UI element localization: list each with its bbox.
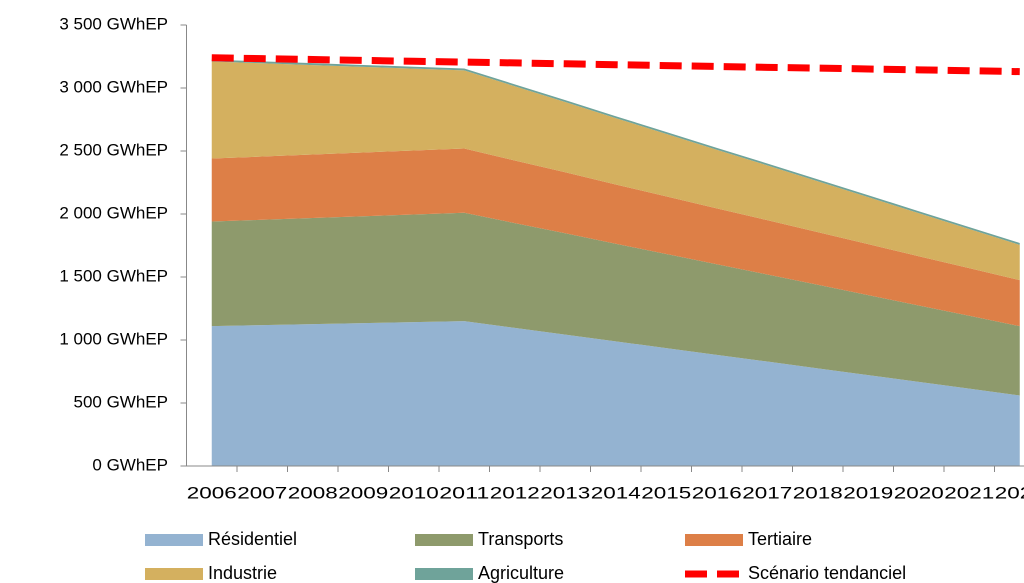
- legend-swatch: [415, 568, 473, 580]
- area: [211, 212, 1020, 396]
- y-tick-label: 3 000 GWhEP: [59, 77, 168, 96]
- x-tick-label: 2013: [540, 483, 590, 502]
- legend-swatch: [145, 534, 203, 546]
- legend-label: Résidentiel: [208, 529, 297, 549]
- x-tick-label: 2010: [389, 483, 439, 502]
- legend-label: Agriculture: [478, 563, 564, 583]
- legend-label: Industrie: [208, 563, 277, 583]
- area: [211, 61, 1020, 281]
- legend-swatch: [685, 534, 743, 546]
- x-tick-label: 2012: [490, 483, 540, 502]
- x-tick-label: 2007: [237, 483, 287, 502]
- x-tick-label: 2022: [995, 483, 1024, 502]
- area: [211, 321, 1020, 466]
- x-tick-label: 2016: [692, 483, 742, 502]
- legend-label: Tertiaire: [748, 529, 812, 549]
- x-tick-label: 2021: [944, 483, 994, 502]
- x-tick-label: 2014: [591, 483, 641, 502]
- y-tick-label: 1 000 GWhEP: [59, 329, 168, 348]
- x-tick-label: 2019: [843, 483, 893, 502]
- y-tick-label: 0 GWhEP: [92, 455, 168, 474]
- y-tick-label: 2 500 GWhEP: [59, 140, 168, 159]
- y-tick-label: 3 500 GWhEP: [59, 14, 168, 33]
- x-tick-label: 2018: [793, 483, 843, 502]
- legend-swatch: [415, 534, 473, 546]
- x-tick-label: 2011: [439, 483, 489, 502]
- x-tick-label: 2017: [742, 483, 792, 502]
- x-tick-label: 2009: [338, 483, 388, 502]
- line: [211, 54, 1020, 76]
- y-tick-label: 1 500 GWhEP: [59, 266, 168, 285]
- legend-label: Transports: [478, 529, 563, 549]
- area: [211, 148, 1020, 327]
- x-tick-label: 2008: [288, 483, 338, 502]
- y-tick-label: 500 GWhEP: [74, 392, 169, 411]
- x-tick-label: 2006: [187, 483, 237, 502]
- x-tick-label: 2020: [894, 483, 944, 502]
- legend-label: Scénario tendanciel: [748, 563, 906, 583]
- y-tick-label: 2 000 GWhEP: [59, 203, 168, 222]
- x-tick-label: 2015: [641, 483, 691, 502]
- legend-swatch: [145, 568, 203, 580]
